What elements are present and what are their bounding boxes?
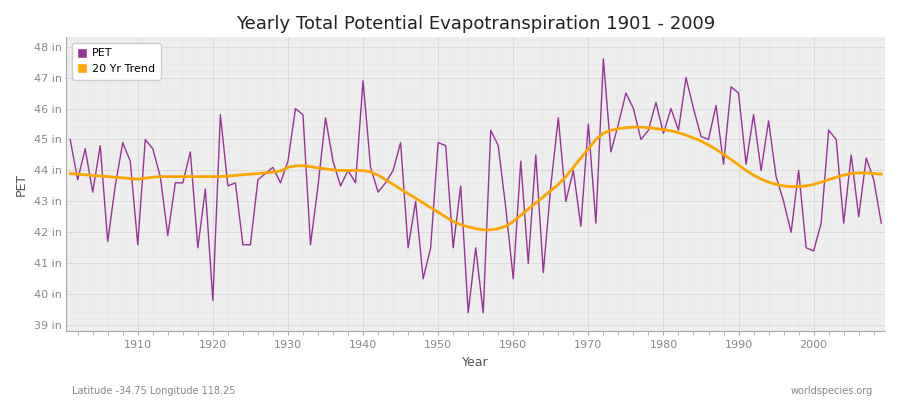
Text: Latitude -34.75 Longitude 118.25: Latitude -34.75 Longitude 118.25 <box>72 386 236 396</box>
Y-axis label: PET: PET <box>15 173 28 196</box>
Text: worldspecies.org: worldspecies.org <box>791 386 873 396</box>
X-axis label: Year: Year <box>463 356 489 369</box>
Legend: PET, 20 Yr Trend: PET, 20 Yr Trend <box>72 43 161 80</box>
Title: Yearly Total Potential Evapotranspiration 1901 - 2009: Yearly Total Potential Evapotranspiratio… <box>236 15 716 33</box>
